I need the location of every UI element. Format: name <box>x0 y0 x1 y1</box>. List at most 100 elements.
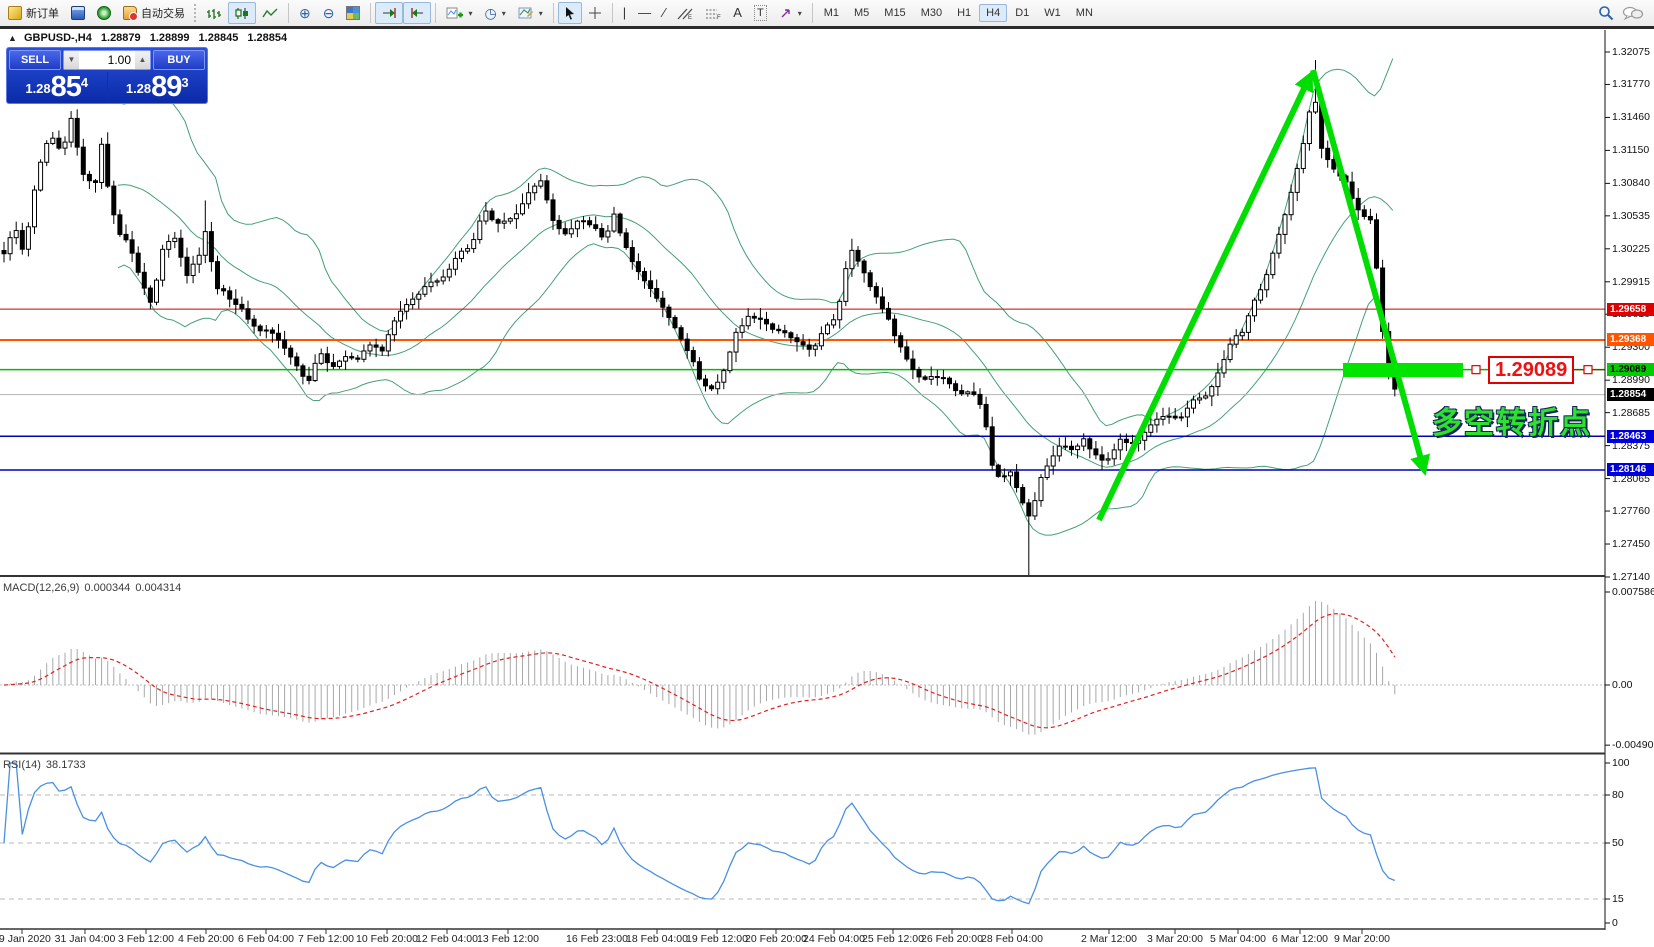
auto-trading-icon <box>123 6 138 21</box>
signal-icon <box>97 6 111 20</box>
price-level-badge: 1.29368 <box>1607 333 1654 347</box>
timeframe-w1[interactable]: W1 <box>1044 7 1061 19</box>
templates-button[interactable]: ▾ <box>512 2 549 24</box>
price-axis-tick: 1.28685 <box>1612 406 1650 419</box>
dropdown-arrow-icon: ▾ <box>468 8 473 18</box>
vertical-line-icon: | <box>622 5 627 20</box>
sell-button[interactable]: SELL <box>9 50 61 70</box>
trendline-tool-button[interactable]: ∕ <box>657 2 671 24</box>
crosshair-tool-button[interactable] <box>582 2 608 24</box>
rsi-axis-tick: 15 <box>1612 893 1624 905</box>
date-axis-label: 28 Feb 04:00 <box>981 933 1043 945</box>
new-order-button[interactable]: 新订单 <box>2 2 65 24</box>
symbol-label: GBPUSD-,H4 <box>23 32 92 44</box>
periods-button[interactable]: ◷ ▾ <box>478 2 511 24</box>
text-tool-icon: A <box>733 5 742 20</box>
price-axis-tick: 1.27140 <box>1612 571 1650 583</box>
date-axis-label: 12 Feb 04:00 <box>416 933 478 945</box>
svg-text:E: E <box>688 15 692 20</box>
timeframe-d1[interactable]: D1 <box>1015 7 1030 19</box>
auto-trading-button[interactable]: 自动交易 <box>117 2 191 24</box>
price-axis-tick: 1.30225 <box>1612 242 1650 255</box>
navigator-button[interactable] <box>91 2 117 24</box>
line-chart-button[interactable] <box>256 2 284 24</box>
rsi-axis-tick: 50 <box>1612 837 1624 849</box>
date-axis-label: 3 Feb 12:00 <box>117 933 175 945</box>
price-axis-tick: 1.31770 <box>1612 78 1650 91</box>
zoom-in-button[interactable]: ⊕ <box>293 2 317 24</box>
annotation-text[interactable]: 多空转折点 <box>1432 407 1592 440</box>
timeframe-m1[interactable]: M1 <box>823 7 839 19</box>
macd-value-1: 0.000344 <box>84 582 131 594</box>
toolbar-separator <box>811 3 813 23</box>
tile-windows-icon <box>346 6 361 20</box>
toolbar-separator <box>611 3 613 23</box>
volume-increase-button[interactable]: ▲ <box>135 51 150 69</box>
vertical-line-tool-button[interactable]: | <box>617 2 632 24</box>
zoom-out-button[interactable]: ⊖ <box>317 2 341 24</box>
auto-scroll-button[interactable] <box>375 2 404 24</box>
toolbar-separator <box>370 3 372 23</box>
tile-windows-button[interactable] <box>340 2 366 24</box>
timeframe-m15[interactable]: M15 <box>884 7 906 19</box>
search-icon[interactable] <box>1598 5 1614 21</box>
date-axis-label: 18 Feb 04:00 <box>626 933 688 945</box>
panel-separator-rsi[interactable] <box>0 752 1605 756</box>
chat-icon[interactable] <box>1622 6 1644 21</box>
price-axis-tick: 1.27450 <box>1612 538 1650 551</box>
fibonacci-tool-button[interactable]: F <box>699 2 727 24</box>
price-axis-tick: 1.28990 <box>1612 374 1650 387</box>
chart-shift-button[interactable] <box>403 2 432 24</box>
arrows-tool-button[interactable]: ▾ <box>773 2 808 24</box>
date-axis-label: 26 Feb 20:00 <box>921 933 983 945</box>
candlestick-chart-icon <box>235 7 248 19</box>
date-axis-label: 16 Feb 23:00 <box>566 933 628 945</box>
dropdown-arrow-icon: ▾ <box>501 8 506 18</box>
price-axis-tick: 1.30840 <box>1612 177 1650 190</box>
timeframe-h1[interactable]: H1 <box>957 7 972 19</box>
buy-price[interactable]: 1.28 89 3 <box>108 72 208 102</box>
channel-tool-button[interactable]: E <box>671 2 699 24</box>
buy-price-big: 89 <box>151 71 182 103</box>
timeframe-h4[interactable]: H4 <box>979 4 1008 22</box>
dropdown-arrow-icon: ▾ <box>538 8 543 18</box>
horizontal-line-tool-button[interactable]: — <box>632 2 657 24</box>
market-watch-button[interactable] <box>65 2 91 24</box>
add-indicator-button[interactable]: ▾ <box>440 2 478 24</box>
text-label-tool-button[interactable]: T <box>748 2 773 24</box>
macd-axis-tick: 0.00 <box>1612 679 1633 691</box>
price-callout[interactable]: 1.29089 <box>1488 356 1575 384</box>
toolbar-separator <box>288 3 289 23</box>
date-axis-label: 10 Feb 20:00 <box>356 933 418 945</box>
rsi-axis-tick: 80 <box>1612 789 1624 801</box>
cursor-tool-button[interactable] <box>557 2 582 24</box>
buy-button[interactable]: BUY <box>153 50 205 70</box>
ohlc-high: 1.28899 <box>149 32 190 44</box>
market-watch-icon <box>71 6 85 20</box>
sell-price[interactable]: 1.28 85 4 <box>7 72 107 102</box>
timeframe-mn[interactable]: MN <box>1075 7 1093 19</box>
window-frame-line <box>0 26 1654 29</box>
text-tool-button[interactable]: A <box>727 2 748 24</box>
panel-separator-macd[interactable] <box>0 575 1605 579</box>
candlestick-chart-button[interactable] <box>228 2 256 24</box>
volume-decrease-button[interactable]: ▼ <box>64 51 79 69</box>
timeframe-m30[interactable]: M30 <box>920 7 943 19</box>
date-axis-label: 6 Mar 12:00 <box>1271 933 1329 945</box>
macd-label: MACD(12,26,9) 0.000344 0.004314 <box>3 582 186 594</box>
timeframe-m5[interactable]: M5 <box>854 7 870 19</box>
volume-input[interactable] <box>79 53 135 67</box>
panel-collapse-icon[interactable]: ▲ <box>8 33 17 43</box>
svg-text:F: F <box>717 15 721 20</box>
auto-trading-label: 自动交易 <box>141 8 185 20</box>
ohlc-low: 1.28845 <box>198 32 239 44</box>
bar-chart-button[interactable] <box>200 2 228 24</box>
add-indicator-icon <box>446 7 464 18</box>
sell-price-big: 85 <box>50 71 82 103</box>
new-order-label: 新订单 <box>26 8 59 20</box>
date-axis-label: 9 Mar 20:00 <box>1333 933 1391 945</box>
clock-icon: ◷ <box>484 5 497 21</box>
price-divider <box>106 72 108 102</box>
